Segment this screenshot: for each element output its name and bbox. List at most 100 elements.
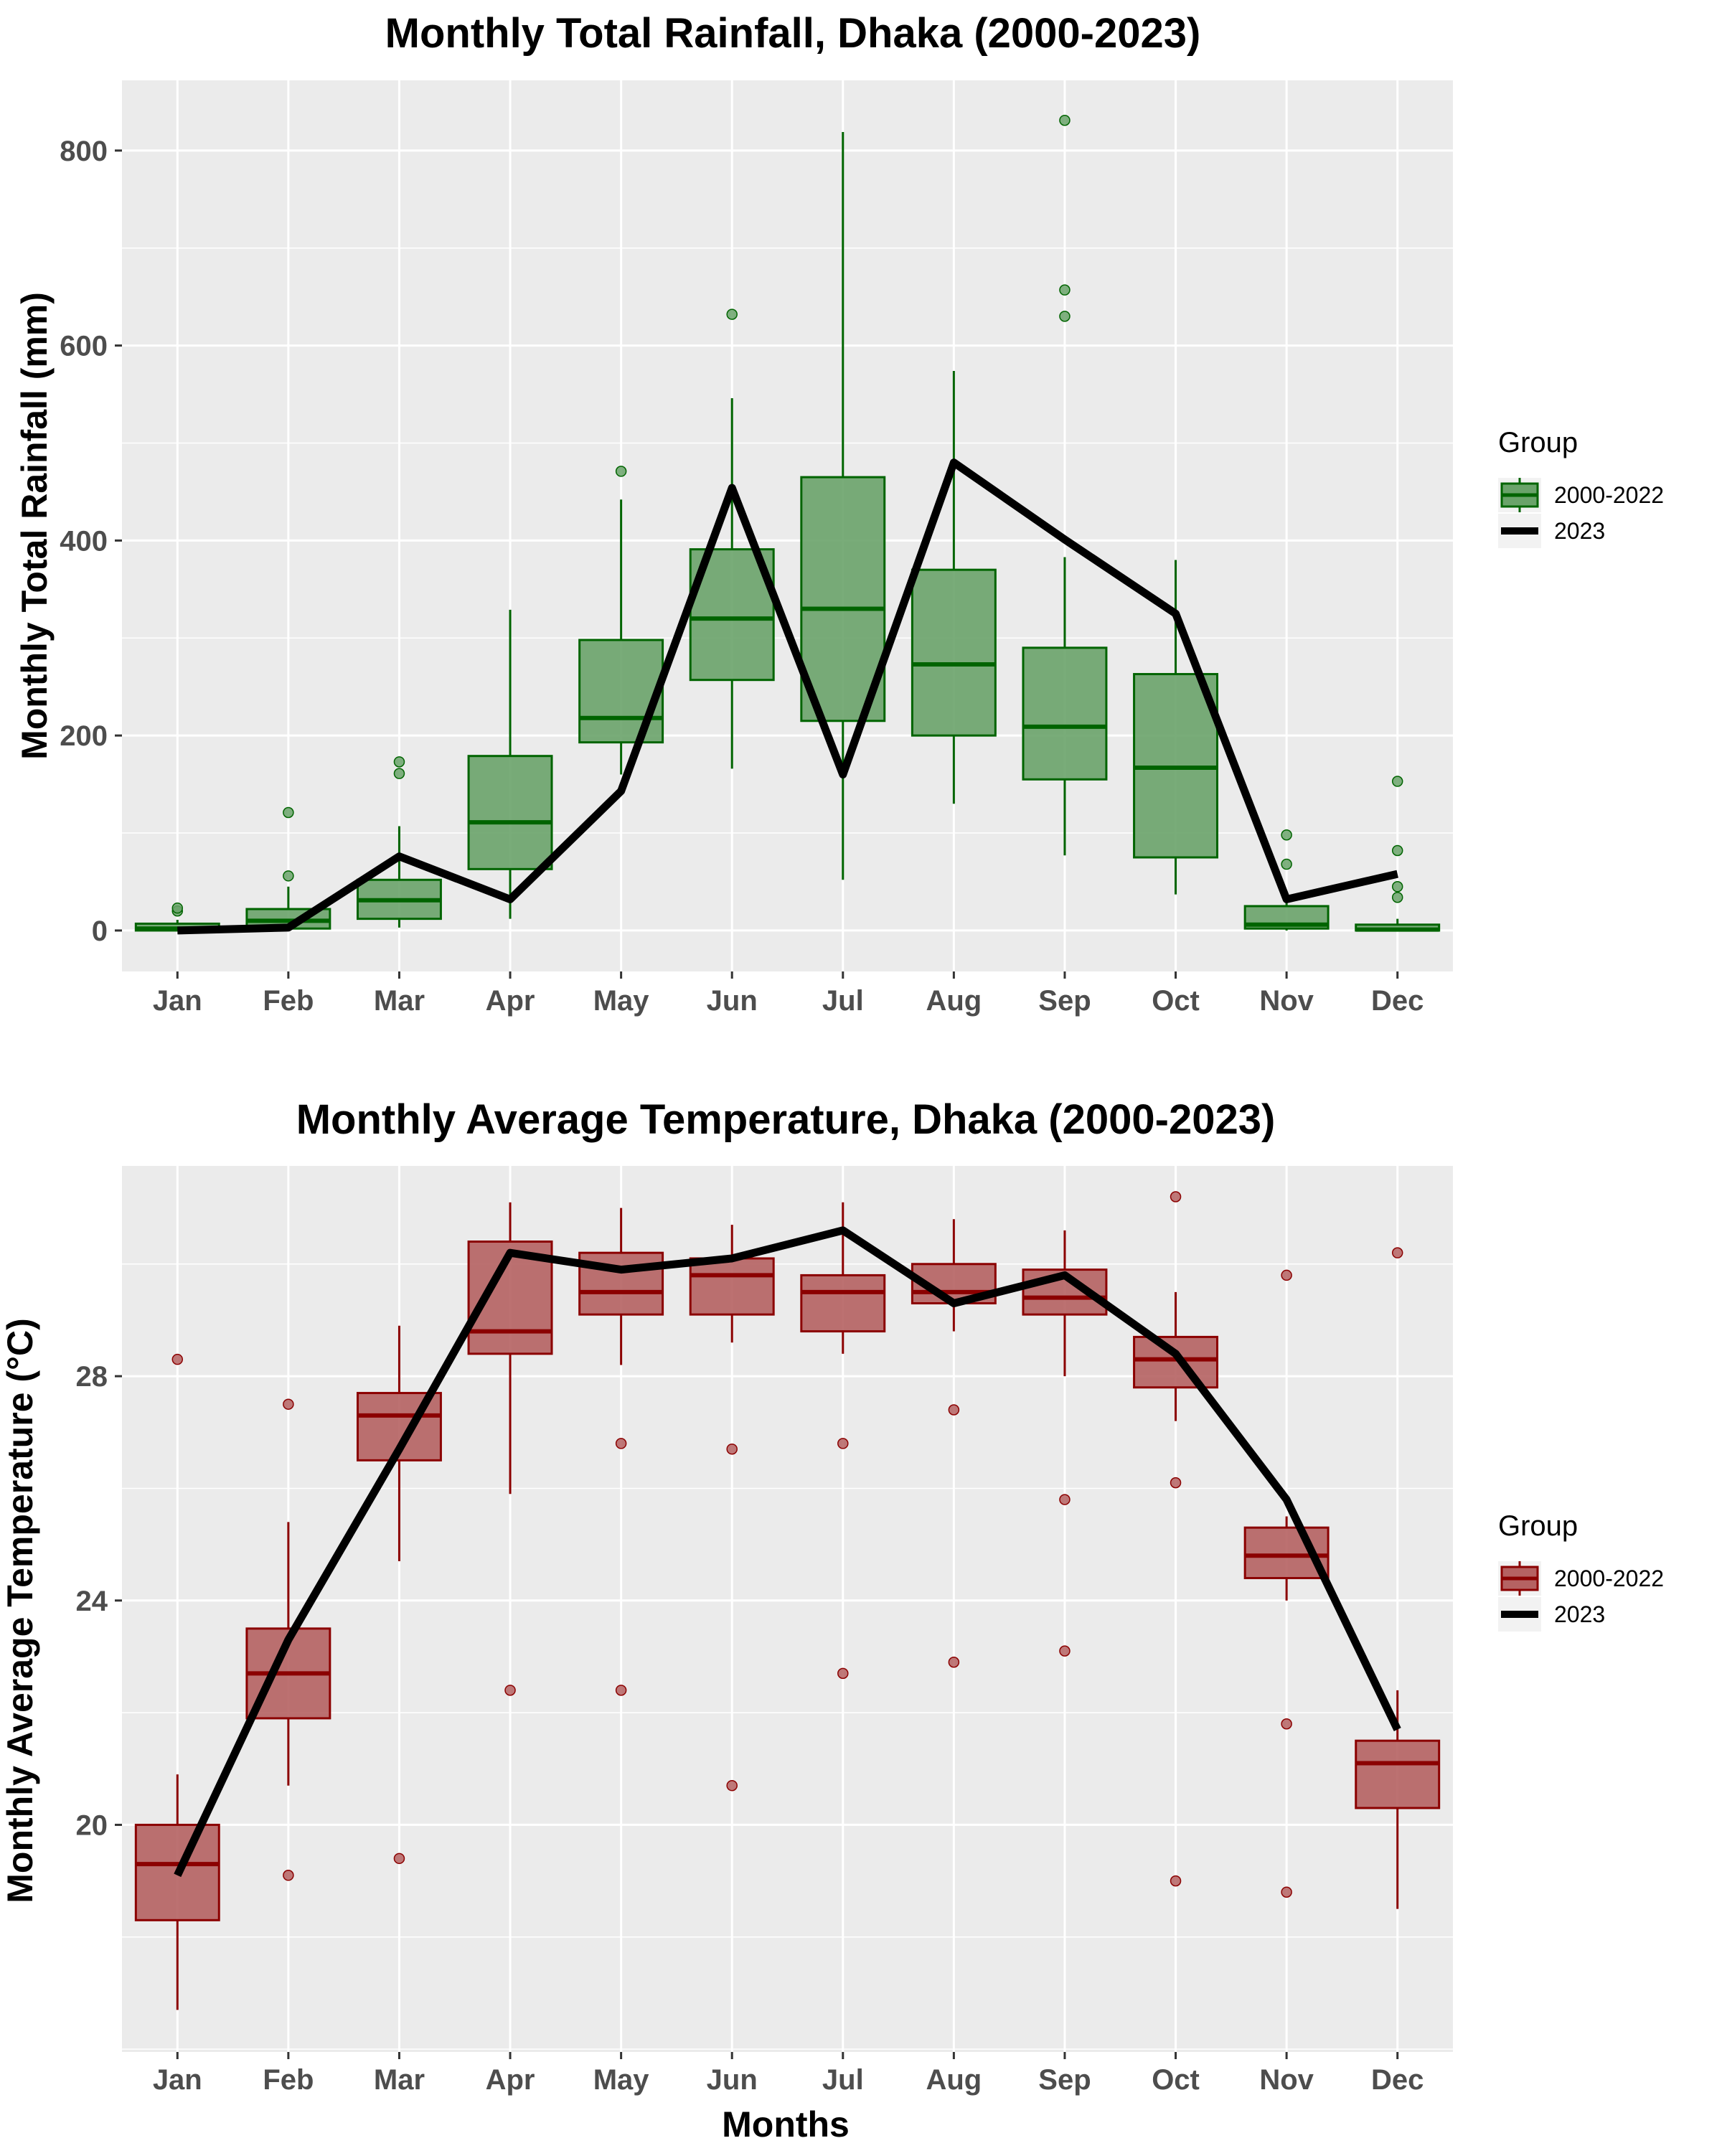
temperature-outlier-point <box>615 1438 627 1449</box>
rainfall-x-tick-label-jul: Jul <box>822 985 864 1017</box>
rainfall-box-oct <box>1133 560 1219 895</box>
rainfall-outlier-point <box>726 309 738 320</box>
rainfall-outlier-point <box>393 756 405 768</box>
temperature-box-jan <box>134 1353 220 2010</box>
rainfall-y-tick-label: 400 <box>60 525 108 557</box>
rainfall-chart-title: Monthly Total Rainfall, Dhaka (2000-2023… <box>385 10 1201 57</box>
temperature-outlier-point <box>1059 1645 1071 1657</box>
temperature-outlier-point <box>393 1853 405 1865</box>
temperature-legend: Group 2000-2022 2023 <box>1498 1510 1664 1632</box>
rainfall-outlier-point <box>615 466 627 477</box>
temperature-outlier-point <box>1281 1269 1292 1281</box>
rainfall-y-tick-label: 800 <box>60 136 108 167</box>
temperature-outlier-point <box>283 1870 294 1881</box>
rainfall-outlier-point <box>393 768 405 779</box>
temperature-plot-panel <box>122 1166 1453 2052</box>
rainfall-x-tick-label-sep: Sep <box>1038 985 1091 1017</box>
temperature-x-tick-label-mar: Mar <box>374 2064 425 2096</box>
temperature-outlier-point <box>504 1685 516 1696</box>
rainfall-legend: Group 2000-2022 2023 <box>1498 427 1664 548</box>
temperature-outlier-point <box>1281 1718 1292 1730</box>
temperature-x-tick-label-may: May <box>593 2064 650 2096</box>
rainfall-2023-line <box>177 458 1398 935</box>
temperature-outlier-point <box>948 1404 960 1416</box>
temperature-legend-title: Group <box>1498 1510 1578 1542</box>
temperature-box-jun <box>689 1225 775 1792</box>
rainfall-box-body <box>578 639 664 744</box>
rainfall-box-mar <box>356 756 442 928</box>
temperature-outlier-point <box>726 1443 738 1455</box>
temperature-x-tick-label-jul: Jul <box>822 2064 864 2096</box>
temperature-x-tick-labels: Jan Feb Mar Apr May Jun Jul Aug Sep Oct Nov Dec <box>153 2052 1424 2096</box>
rainfall-x-tick-labels: Jan Feb Mar Apr May Jun Jul Aug Sep Oct Nov Dec <box>153 971 1424 1017</box>
rainfall-chart: Monthly Total Rainfall, Dhaka (2000-2023… <box>14 10 1664 1017</box>
rainfall-box-dec <box>1355 776 1441 932</box>
temperature-outlier-point <box>615 1685 627 1696</box>
rainfall-x-tick-label-apr: Apr <box>486 985 535 1017</box>
temperature-box-jul <box>800 1202 886 1680</box>
rainfall-legend-label-2000-2022: 2000-2022 <box>1554 482 1664 508</box>
temperature-2023-line <box>174 1226 1401 1878</box>
temperature-outlier-point <box>726 1779 738 1792</box>
temperature-outlier-point <box>1170 1191 1182 1202</box>
rainfall-y-tick-label: 200 <box>60 720 108 752</box>
rainfall-x-tick-label-jan: Jan <box>153 985 202 1017</box>
rainfall-plot-panel <box>122 80 1453 971</box>
temperature-outlier-point <box>1170 1875 1182 1887</box>
rainfall-box-nov <box>1243 829 1330 931</box>
temperature-box-dec <box>1355 1247 1441 1909</box>
temperature-legend-label-2023: 2023 <box>1554 1601 1605 1627</box>
rainfall-y-tick-label: 600 <box>60 331 108 362</box>
rainfall-outlier-point <box>1281 858 1292 870</box>
rainfall-x-tick-label-mar: Mar <box>374 985 425 1017</box>
rainfall-outlier-point <box>283 870 294 882</box>
rainfall-box-body <box>467 755 553 870</box>
rainfall-box-aug <box>911 370 997 804</box>
temperature-outlier-point <box>837 1667 849 1680</box>
rainfall-legend-label-2023: 2023 <box>1554 518 1605 544</box>
temperature-box-body <box>800 1274 886 1333</box>
temperature-outlier-point <box>1391 1247 1403 1258</box>
rainfall-box-apr <box>467 609 553 919</box>
rainfall-x-tick-label-feb: Feb <box>263 985 314 1017</box>
temperature-legend-label-2000-2022: 2000-2022 <box>1554 1566 1664 1591</box>
rainfall-outlier-point <box>1059 114 1071 126</box>
temperature-outlier-point <box>283 1398 294 1410</box>
temperature-y-tick-label: 20 <box>76 1809 108 1841</box>
temperature-y-tick-labels: 20 24 28 <box>76 1361 122 1841</box>
temperature-x-tick-label-dec: Dec <box>1371 2064 1424 2096</box>
temperature-outlier-point <box>1059 1494 1071 1505</box>
rainfall-x-tick-label-oct: Oct <box>1152 985 1200 1017</box>
rainfall-outlier-point <box>1391 776 1403 787</box>
rainfall-y-tick-label: 0 <box>92 915 108 947</box>
rainfall-y-tick-labels: 0 200 400 600 800 <box>60 136 122 947</box>
temperature-x-tick-label-jun: Jun <box>707 2064 758 2096</box>
temperature-x-tick-label-feb: Feb <box>263 2064 314 2096</box>
rainfall-x-tick-label-aug: Aug <box>926 985 982 1017</box>
rainfall-x-tick-label-may: May <box>593 985 650 1017</box>
rainfall-box-jul <box>800 132 886 880</box>
temperature-outlier-point <box>1170 1477 1182 1489</box>
rainfall-box-body <box>800 476 886 722</box>
temperature-2023-line-layer <box>174 1226 1401 1878</box>
temperature-chart-title: Monthly Average Temperature, Dhaka (2000… <box>296 1096 1276 1143</box>
rainfall-x-tick-label-jun: Jun <box>707 985 758 1017</box>
temperature-outlier-point <box>171 1353 184 1365</box>
temperature-y-axis-label: Monthly Average Temperature (°C) <box>0 1318 40 1903</box>
temperature-box-body <box>1355 1739 1441 1809</box>
temperature-x-tick-label-aug: Aug <box>926 2064 982 2096</box>
rainfall-outlier-point <box>1391 891 1403 903</box>
temperature-x-tick-label-oct: Oct <box>1152 2064 1200 2096</box>
temperature-outlier-point <box>1281 1886 1292 1898</box>
temperature-y-tick-label: 24 <box>76 1586 108 1617</box>
temperature-outlier-point <box>948 1657 960 1668</box>
rainfall-outlier-point <box>283 806 294 819</box>
temperature-box-oct <box>1133 1191 1219 1887</box>
temperature-x-tick-label-sep: Sep <box>1038 2064 1091 2096</box>
temperature-box-body <box>689 1257 775 1316</box>
temperature-chart: Monthly Average Temperature, Dhaka (2000… <box>0 1096 1664 2145</box>
rainfall-outlier-point <box>171 902 184 914</box>
temperature-box-body <box>1133 1335 1219 1389</box>
rainfall-2023-line-layer <box>177 458 1398 935</box>
